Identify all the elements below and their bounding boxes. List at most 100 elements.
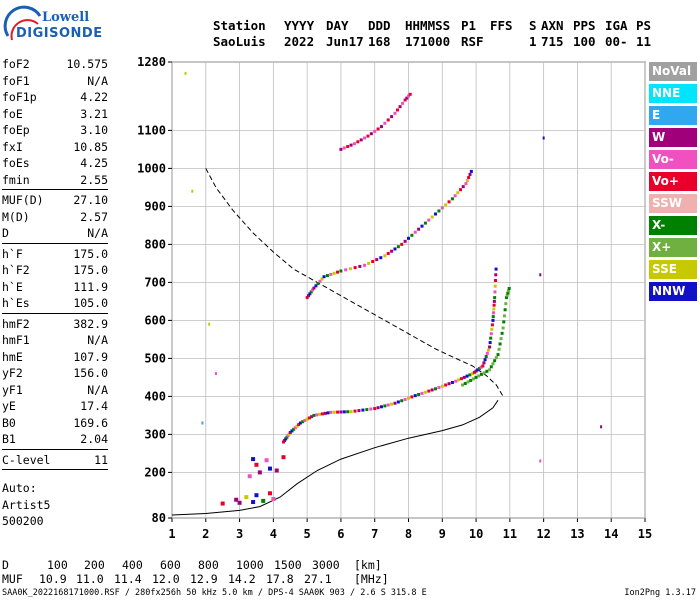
param-row: foF2 10.575 [2, 56, 108, 73]
param-value: 111.9 [73, 279, 108, 294]
es-echo-point [254, 493, 259, 498]
es-echo-point [267, 491, 272, 496]
param-separator [2, 448, 108, 450]
o-trace-2hop-point [396, 245, 400, 249]
profile-solid-line [171, 399, 499, 516]
x-trace-point [491, 362, 495, 366]
param-row: yF1 N/A [2, 382, 108, 399]
d-value: 400 [122, 558, 143, 572]
legend-item-nnw: NNW [649, 282, 697, 301]
o-trace-point [447, 382, 451, 386]
header-row2-0: SaoLuis [213, 34, 266, 49]
o-trace-point [488, 341, 492, 345]
param-key: hmF1 [2, 333, 30, 347]
o-trace-2hop-point [339, 269, 343, 273]
header-row1-9: PPS [573, 18, 596, 33]
o-trace-2hop-point [322, 275, 326, 279]
param-value: 4.22 [80, 90, 108, 104]
o-trace-2hop-point [308, 292, 312, 296]
o-trace-point [332, 410, 336, 414]
o-trace-2hop-point [336, 270, 340, 274]
o-trace-2hop-point [371, 260, 375, 263]
stray-echo-point [184, 71, 187, 75]
d-value: 200 [84, 558, 105, 572]
param-value: N/A [87, 73, 108, 88]
o-trace-point [288, 431, 292, 434]
param-key: h`Es [2, 296, 30, 310]
o-trace-2hop-point [434, 212, 438, 216]
o-trace-point [369, 407, 373, 411]
param-row: M(D) 2.57 [2, 209, 108, 226]
param-key: fxI [2, 139, 23, 154]
param-row: h`E 111.9 [2, 279, 108, 296]
autoscaling-info: Auto: Artist5 500200 [2, 480, 50, 530]
o-trace-point [365, 408, 369, 412]
o-trace-2hop-point [459, 188, 463, 192]
o-trace-2hop-point [447, 200, 451, 204]
o-trace-point [465, 374, 469, 378]
x-trace-point [503, 308, 507, 312]
o-trace-point [410, 395, 414, 399]
polarization-legend: NoVal NNE E W Vo- Vo+ SSW X- X+ SSE NNW [649, 62, 697, 304]
o-trace-point [493, 279, 497, 282]
o-trace-point [298, 421, 302, 425]
y-tick-label: 1000 [137, 161, 166, 175]
o-trace-point [483, 358, 487, 362]
muf-value: 10.9 [39, 572, 67, 586]
o-trace-3hop-point [401, 101, 405, 105]
o-trace-2hop-point [320, 277, 324, 281]
o-trace-point [403, 397, 407, 401]
o-trace-3hop-point [352, 142, 356, 146]
x-trace-point [469, 378, 473, 382]
o-trace-3hop-point [405, 96, 409, 100]
o-trace-point [342, 410, 346, 414]
header-row1-2: DAY [326, 18, 349, 33]
header-row2-4: 171000 [405, 34, 451, 49]
o-trace-point [471, 372, 475, 376]
param-value: 10.575 [66, 57, 108, 71]
o-trace-2hop-point [348, 267, 352, 271]
d-value: 1500 [274, 558, 302, 572]
x-trace-point [500, 331, 504, 335]
o-trace-2hop-point [413, 230, 417, 234]
x-trace-point [504, 302, 508, 306]
legend-item-w: W [649, 128, 697, 147]
legend-item-e: E [649, 106, 697, 125]
o-trace-2hop-point [464, 182, 468, 186]
o-trace-point [482, 361, 486, 365]
y-tick-label: 400 [144, 389, 166, 403]
o-trace-2hop-point [444, 203, 448, 207]
x-tick-label: 5 [304, 527, 311, 541]
param-row: foEp 3.10 [2, 122, 108, 139]
param-value: N/A [87, 333, 108, 347]
o-trace-3hop-point [346, 145, 350, 149]
param-key: yF2 [2, 366, 23, 380]
stray-echo-point [214, 372, 217, 376]
o-trace-2hop-point [375, 258, 379, 262]
o-trace-2hop-point [363, 263, 367, 267]
o-trace-point [307, 416, 311, 420]
d-value: 100 [47, 558, 68, 572]
o-trace-point [373, 407, 377, 411]
param-row: foE 3.21 [2, 106, 108, 123]
param-value: 4.25 [80, 156, 108, 170]
o-trace-point [486, 348, 490, 352]
x-trace-point [507, 289, 511, 293]
o-trace-point [285, 435, 289, 439]
muf-label: MUF [2, 572, 23, 586]
muf-unit: [MHz] [354, 572, 389, 586]
o-trace-3hop-point [339, 147, 343, 151]
es2-echo-point [251, 457, 256, 462]
o-trace-point [474, 369, 478, 373]
o-trace-point [459, 377, 463, 381]
o-trace-point [440, 384, 444, 388]
x-trace-point [507, 286, 511, 290]
o-trace-point [476, 368, 480, 372]
o-trace-2hop-point [316, 282, 320, 286]
o-trace-point [323, 411, 327, 415]
o-trace-point [434, 387, 438, 391]
param-row: hmF2 382.9 [2, 316, 108, 333]
o-trace-point [492, 303, 496, 307]
x-trace-point [502, 320, 506, 324]
x-tick-label: 12 [536, 527, 550, 541]
